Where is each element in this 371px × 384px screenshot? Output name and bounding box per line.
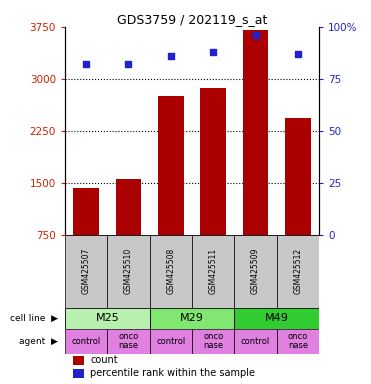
Text: control: control	[72, 337, 101, 346]
Point	[168, 53, 174, 59]
Bar	[285, 118, 311, 286]
Point	[210, 49, 216, 55]
Bar	[243, 30, 268, 286]
Text: control: control	[156, 337, 186, 346]
Bar	[277, 235, 319, 308]
Bar	[150, 235, 192, 308]
Text: onco
nase: onco nase	[203, 332, 223, 351]
Text: onco
nase: onco nase	[288, 332, 308, 351]
Text: M29: M29	[180, 313, 204, 323]
Text: onco
nase: onco nase	[118, 332, 139, 351]
Bar	[150, 308, 234, 329]
Text: GSM425507: GSM425507	[82, 248, 91, 295]
Bar	[234, 308, 319, 329]
Bar	[150, 329, 192, 354]
Point	[253, 32, 259, 38]
Title: GDS3759 / 202119_s_at: GDS3759 / 202119_s_at	[117, 13, 267, 26]
Bar	[192, 329, 234, 354]
Bar	[192, 235, 234, 308]
Text: GSM425510: GSM425510	[124, 248, 133, 295]
Bar	[234, 329, 277, 354]
Text: agent  ▶: agent ▶	[19, 337, 58, 346]
Text: GSM425509: GSM425509	[251, 248, 260, 295]
Text: cell line  ▶: cell line ▶	[10, 314, 58, 323]
Text: GSM425511: GSM425511	[209, 248, 218, 294]
Text: M49: M49	[265, 313, 289, 323]
Bar	[200, 88, 226, 286]
Text: control: control	[241, 337, 270, 346]
Bar	[65, 235, 107, 308]
Bar	[234, 235, 277, 308]
Bar	[73, 188, 99, 286]
Text: percentile rank within the sample: percentile rank within the sample	[91, 368, 255, 378]
Bar	[65, 308, 150, 329]
Point	[125, 61, 131, 67]
Point	[83, 61, 89, 67]
Text: count: count	[91, 356, 118, 366]
Bar	[107, 235, 150, 308]
Bar	[116, 179, 141, 286]
Text: M25: M25	[95, 313, 119, 323]
Point	[295, 51, 301, 57]
Text: GSM425512: GSM425512	[293, 248, 302, 294]
Bar	[277, 329, 319, 354]
Bar	[158, 96, 184, 286]
Text: GSM425508: GSM425508	[166, 248, 175, 295]
Bar	[65, 329, 107, 354]
Bar	[73, 369, 84, 377]
Bar	[73, 356, 84, 365]
Bar	[107, 329, 150, 354]
